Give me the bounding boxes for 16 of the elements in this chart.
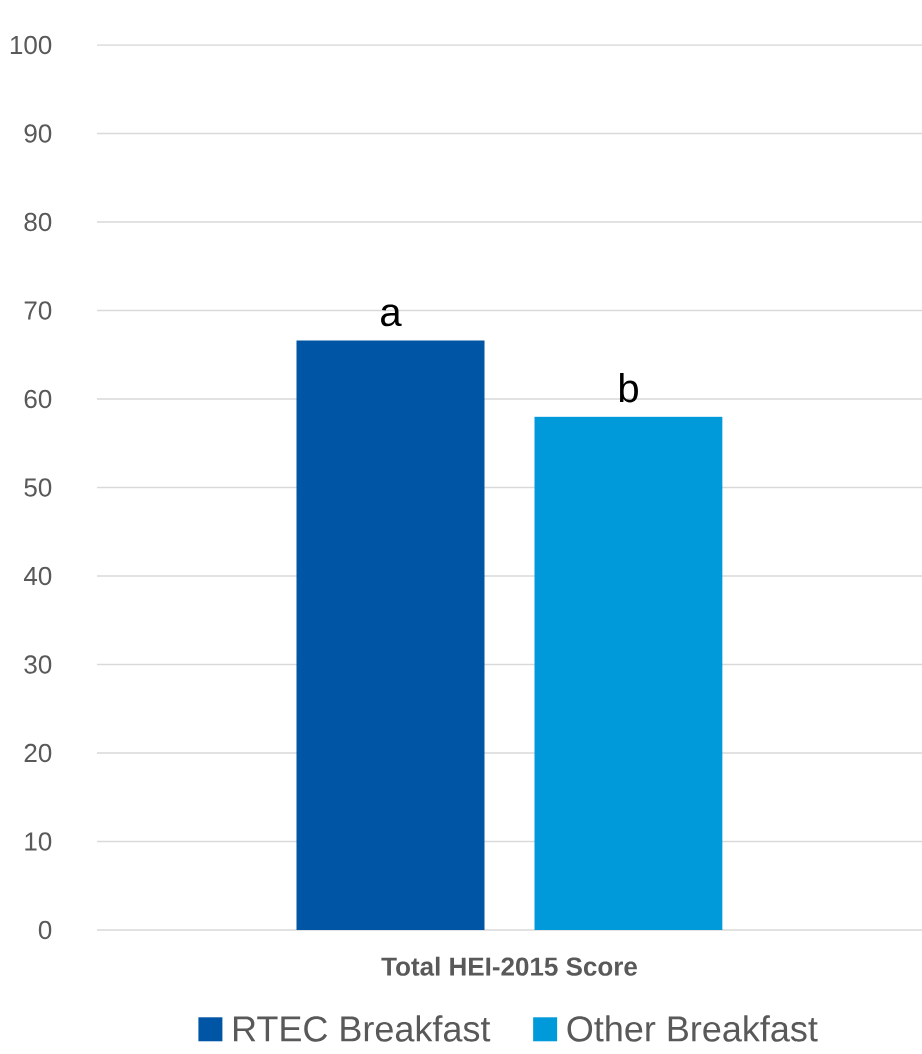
y-tick-label: 40 (23, 566, 52, 586)
y-tick-label: 20 (24, 743, 52, 763)
y-tick-label: 100 (10, 35, 52, 55)
y-tick-label: 30 (24, 655, 52, 674)
annotation: a (381, 304, 402, 327)
y-tick-label: 0 (38, 920, 52, 940)
y-tick-label: 50 (24, 478, 52, 497)
legend-label: RTEC Breakfast (234, 1015, 491, 1042)
legend-label: Other Breakfast (567, 1015, 818, 1042)
y-tick-label: 60 (24, 389, 52, 409)
y-tick-label: 10 (25, 832, 52, 851)
y-tick-label: 90 (24, 124, 52, 143)
x-tick-label: Total HEI-2015 Score (381, 956, 637, 976)
y-tick-label: 80 (24, 212, 52, 232)
annotation: b (619, 373, 638, 403)
y-tick-label: 70 (24, 301, 52, 320)
